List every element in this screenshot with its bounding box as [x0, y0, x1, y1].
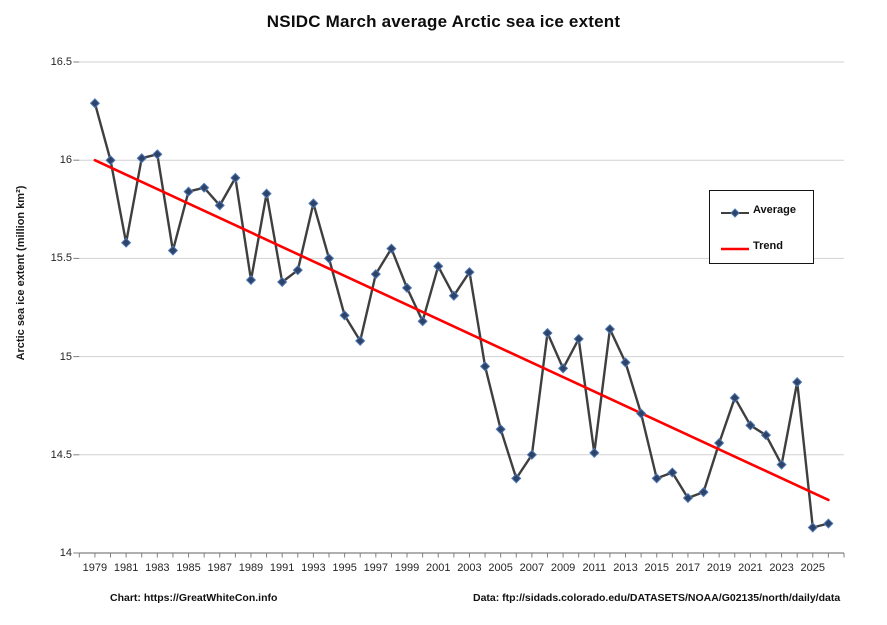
legend-item-trend: Trend: [721, 239, 783, 253]
x-tick-label: 1987: [207, 562, 232, 574]
x-tick-label: 2005: [488, 562, 513, 574]
x-tick-label: 1995: [332, 562, 357, 574]
footer-data-source: Data: ftp://sidads.colorado.edu/DATASETS…: [473, 592, 841, 604]
x-tick-label: 2023: [769, 562, 794, 574]
x-tick-label: 2003: [457, 562, 482, 574]
average-line-marker-icon: [721, 205, 749, 218]
trend-line-icon: [721, 241, 749, 251]
y-tick-label: 16: [59, 154, 72, 167]
x-tick-label: 1981: [113, 562, 139, 574]
x-tick-label: 2025: [800, 562, 826, 574]
x-tick-label: 2007: [519, 562, 545, 574]
x-tick-label: 2017: [675, 562, 701, 574]
x-tick-label: 2015: [644, 562, 669, 574]
x-tick-label: 1999: [394, 562, 420, 574]
y-tick-label: 16.5: [50, 56, 72, 68]
x-tick-label: 1979: [82, 562, 108, 574]
y-tick-label: 15.5: [50, 252, 72, 265]
x-tick-label: 1991: [269, 562, 295, 574]
y-tick-label: 15: [59, 350, 72, 363]
x-tick-label: 2011: [582, 562, 607, 574]
x-tick-label: 2019: [706, 562, 732, 574]
x-tick-label: 1997: [363, 562, 389, 574]
legend-label-average: Average: [753, 204, 797, 216]
x-tick-label: 1985: [176, 562, 201, 574]
legend: Average Trend: [709, 190, 814, 264]
x-tick-label: 2009: [550, 562, 576, 574]
x-tick-label: 1989: [238, 562, 264, 574]
x-tick-label: 1993: [301, 562, 326, 574]
footer-chart-source: Chart: https://GreatWhiteCon.info: [110, 592, 278, 604]
y-tick-label: 14: [59, 547, 72, 559]
x-tick-label: 1983: [145, 562, 170, 574]
legend-label-trend: Trend: [753, 240, 783, 252]
legend-item-average: Average: [721, 203, 797, 218]
x-tick-label: 2013: [613, 562, 638, 574]
y-tick-label: 14.5: [50, 448, 72, 461]
x-tick-label: 2021: [738, 562, 763, 574]
x-tick-label: 2001: [425, 562, 451, 574]
chart-title: NSIDC March average Arctic sea ice exten…: [266, 12, 621, 31]
